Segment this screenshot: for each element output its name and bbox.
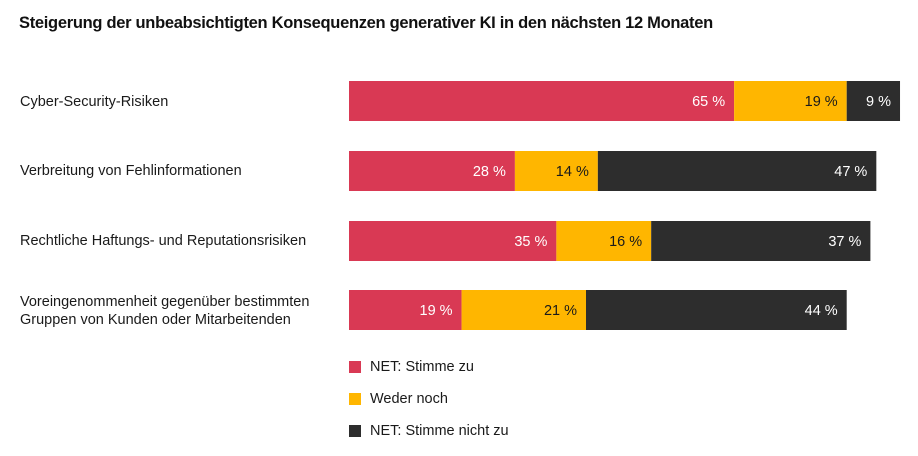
bar-row: 65 % 19 % 9 % xyxy=(349,81,901,121)
bar-segment xyxy=(349,81,735,121)
legend-swatch xyxy=(349,425,361,437)
data-label: 65 % xyxy=(692,94,725,110)
bar-row: 28 % 14 % 47 % xyxy=(349,151,877,191)
bar-segment xyxy=(651,221,871,261)
category-label: Rechtliche Haftungs- und Reputationsrisi… xyxy=(20,233,307,249)
bar-segment xyxy=(556,221,652,261)
category-label: Verbreitung von Fehlinformationen xyxy=(20,163,242,179)
data-label: 16 % xyxy=(609,234,642,250)
legend-swatch xyxy=(349,393,361,405)
data-label: 28 % xyxy=(473,164,506,180)
legend-swatch xyxy=(349,361,361,373)
chart-title: Steigerung der unbeabsichtigten Konseque… xyxy=(19,14,713,32)
category-label: Gruppen von Kunden oder Mitarbeitenden xyxy=(20,312,291,328)
bar-segment xyxy=(597,151,877,191)
legend-label: NET: Stimme nicht zu xyxy=(370,423,509,439)
data-label: 19 % xyxy=(420,303,453,319)
data-label: 19 % xyxy=(805,94,838,110)
legend-item: Weder noch xyxy=(349,391,448,407)
bar-segment xyxy=(586,290,847,330)
data-label: 35 % xyxy=(514,234,547,250)
data-label: 47 % xyxy=(834,164,867,180)
data-label: 21 % xyxy=(544,303,577,319)
bar-segment xyxy=(461,290,586,330)
data-label: 37 % xyxy=(828,234,861,250)
bar-row: 19 % 21 % 44 % xyxy=(349,290,847,330)
legend-item: NET: Stimme nicht zu xyxy=(349,423,509,439)
category-label: Voreingenommenheit gegenüber bestimmten xyxy=(20,294,310,310)
bar-segment xyxy=(349,221,557,261)
bar-segment xyxy=(734,81,847,121)
bar-segment xyxy=(349,290,462,330)
data-label: 14 % xyxy=(556,164,589,180)
data-label: 44 % xyxy=(805,303,838,319)
legend-item: NET: Stimme zu xyxy=(349,359,474,375)
bar-segment xyxy=(349,151,515,191)
bar-segment xyxy=(846,81,901,121)
bar-row: 35 % 16 % 37 % xyxy=(349,221,871,261)
legend-label: Weder noch xyxy=(370,391,448,407)
category-label: Cyber-Security-Risiken xyxy=(20,94,169,110)
data-label: 9 % xyxy=(866,94,891,110)
bar-segment xyxy=(514,151,598,191)
legend-label: NET: Stimme zu xyxy=(370,359,474,375)
